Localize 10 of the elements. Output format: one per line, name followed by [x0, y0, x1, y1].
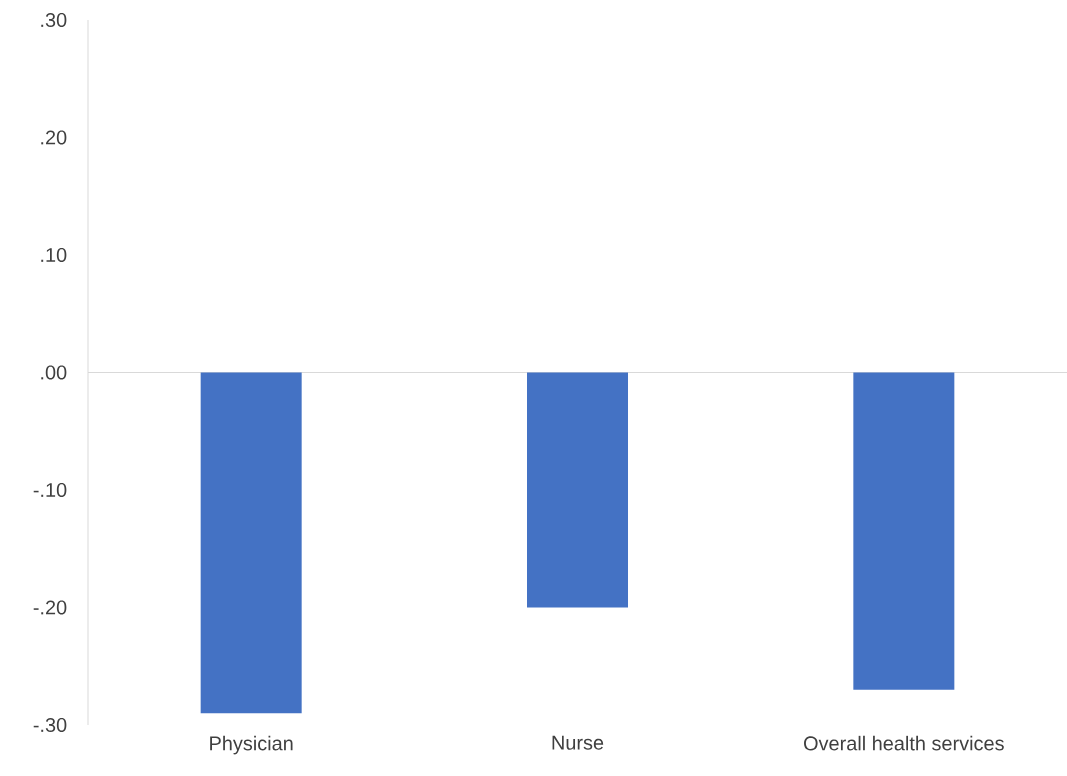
y-tick-label: -.30	[33, 717, 67, 733]
y-tick-label: .20	[41, 130, 67, 145]
y-tick-label: -.10	[33, 482, 67, 498]
y-tick-label: .10	[41, 247, 67, 263]
x-tick-label: Nurse	[552, 735, 604, 750]
y-tick-label: .00	[41, 365, 67, 380]
x-tick-label: Physician	[210, 735, 293, 755]
y-tick-label: -.20	[33, 600, 67, 615]
y-tick-label: .30	[41, 12, 67, 28]
x-tick-label: Overall health services	[804, 735, 1004, 751]
